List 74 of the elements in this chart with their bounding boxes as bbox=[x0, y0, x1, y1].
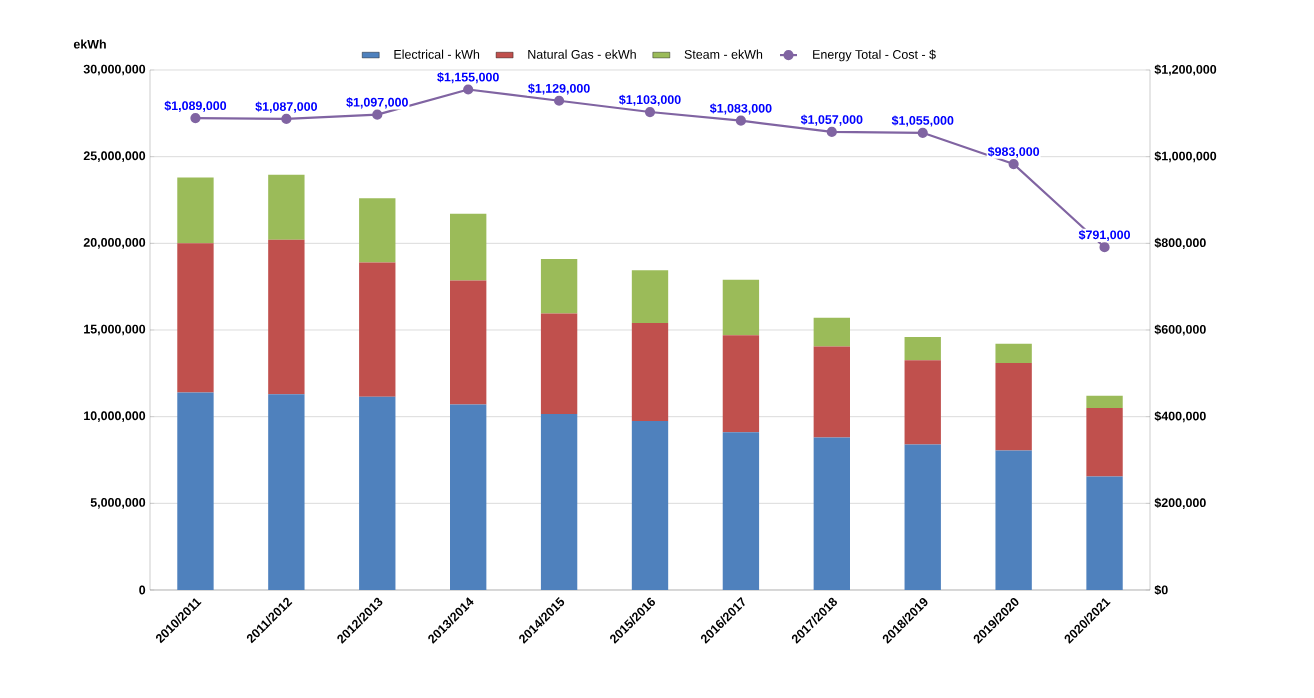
point bbox=[1008, 158, 1019, 170]
point bbox=[1099, 242, 1110, 253]
bar bbox=[904, 360, 941, 445]
point bbox=[644, 106, 656, 118]
data-label: $983,000 bbox=[987, 146, 1040, 158]
y-tick-label: 5,000,000 bbox=[90, 498, 146, 509]
bar bbox=[1086, 408, 1123, 477]
y2-tick-label: $0 bbox=[1154, 584, 1168, 596]
point bbox=[553, 95, 565, 106]
bar bbox=[540, 258, 578, 314]
y-tick-label: 20,000,000 bbox=[83, 238, 146, 249]
y2-tick-label: $1,000,000 bbox=[1154, 151, 1217, 163]
data-label: $1,103,000 bbox=[619, 94, 681, 106]
data-label: $1,129,000 bbox=[528, 83, 590, 95]
bar bbox=[177, 177, 214, 244]
y-tick-label: 0 bbox=[139, 585, 146, 595]
y-tick-label: 30,000,000 bbox=[83, 64, 146, 76]
bar bbox=[995, 343, 1032, 363]
bar bbox=[904, 336, 941, 361]
point bbox=[190, 112, 201, 124]
point bbox=[735, 115, 747, 126]
bar bbox=[359, 198, 396, 263]
bar bbox=[722, 335, 760, 433]
bar bbox=[268, 239, 305, 395]
bar bbox=[722, 279, 760, 336]
bar bbox=[177, 392, 214, 590]
legend-label: Electrical - kWh bbox=[394, 49, 480, 59]
bar bbox=[1086, 476, 1123, 590]
bar bbox=[450, 213, 487, 281]
legend-label: Energy Total - Cost - $ bbox=[813, 49, 936, 62]
y-tick-label: 10,000,000 bbox=[84, 411, 146, 422]
data-label: $1,083,000 bbox=[709, 103, 772, 115]
y2-tick-label: $1,200,000 bbox=[1154, 64, 1217, 76]
bar bbox=[631, 421, 669, 590]
data-label: $1,089,000 bbox=[164, 100, 227, 112]
point bbox=[281, 113, 292, 125]
bar bbox=[813, 437, 850, 590]
bar bbox=[359, 396, 396, 590]
bar bbox=[995, 362, 1032, 451]
data-label: $1,055,000 bbox=[891, 115, 954, 127]
y2-tick-label: $400,000 bbox=[1154, 411, 1206, 423]
data-label: $1,057,000 bbox=[800, 114, 863, 126]
y2-tick-label: $600,000 bbox=[1154, 324, 1206, 336]
legend-label: Natural Gas - ekWh bbox=[528, 49, 636, 59]
bar bbox=[904, 444, 941, 590]
bar bbox=[722, 432, 760, 590]
bar bbox=[268, 174, 305, 240]
data-label: $791,000 bbox=[1078, 229, 1131, 242]
y-tick-label: 15,000,000 bbox=[84, 324, 146, 336]
y2-tick-label: $800,000 bbox=[1154, 237, 1206, 249]
bar bbox=[631, 270, 669, 324]
bar bbox=[450, 404, 487, 590]
point bbox=[372, 109, 383, 120]
data-label: $1,097,000 bbox=[346, 97, 408, 109]
bar bbox=[540, 313, 578, 415]
bar bbox=[268, 394, 305, 590]
bar bbox=[540, 414, 578, 590]
bar bbox=[359, 262, 396, 397]
bar bbox=[177, 243, 214, 393]
legend-label: Steam - ekWh bbox=[684, 49, 763, 59]
y-tick-label: 25,000,000 bbox=[83, 151, 146, 162]
point bbox=[917, 127, 928, 138]
point bbox=[463, 84, 474, 95]
point bbox=[826, 126, 837, 138]
data-label: $1,087,000 bbox=[255, 101, 318, 113]
data-label: $1,155,000 bbox=[437, 72, 499, 84]
y-axis-title: ekWh bbox=[73, 39, 106, 49]
bar bbox=[813, 346, 850, 438]
bar bbox=[1086, 395, 1123, 408]
bar bbox=[631, 323, 669, 421]
bar bbox=[995, 450, 1032, 590]
bar bbox=[813, 317, 850, 347]
bar bbox=[450, 280, 487, 405]
y2-tick-label: $200,000 bbox=[1154, 497, 1206, 509]
